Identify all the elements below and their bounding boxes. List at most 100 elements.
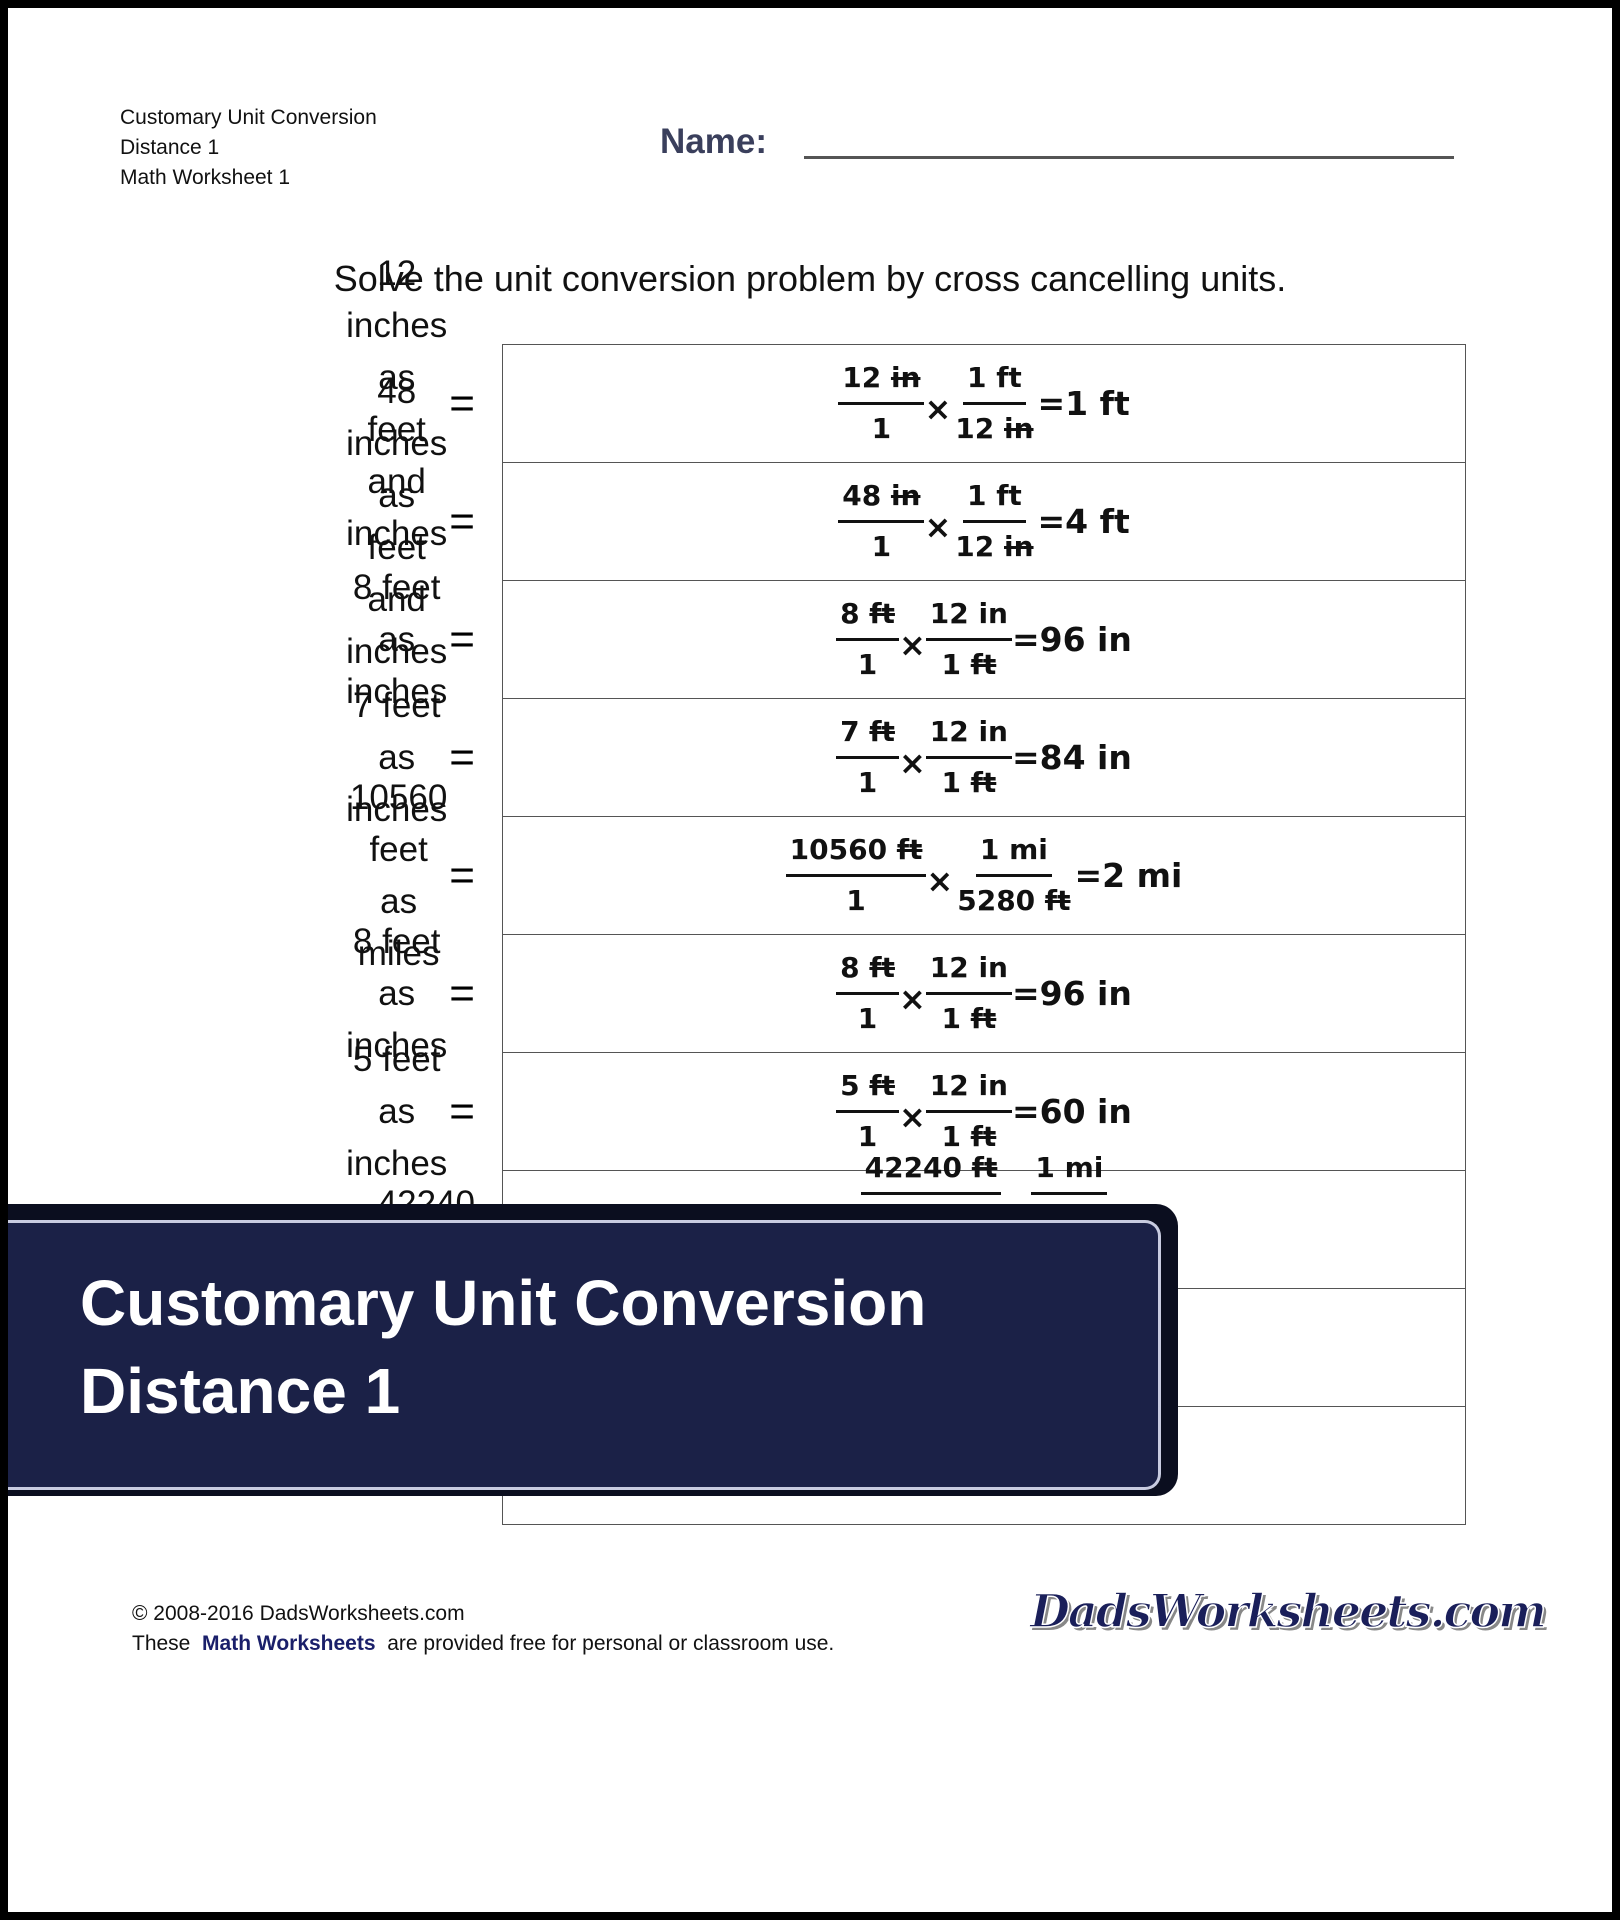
question-text: 8 feet as inches	[346, 916, 447, 1072]
fraction-term: 8 ft	[836, 590, 899, 641]
fraction-term: 1 ft	[941, 766, 997, 799]
fraction-term: 12 in	[925, 590, 1012, 641]
fraction-term: 1	[846, 884, 866, 917]
cancelled-unit: ft	[869, 951, 895, 984]
fraction-term: 1	[871, 530, 892, 563]
question: 5 feet as inches =	[346, 1040, 475, 1183]
banner-title: Distance 1	[80, 1355, 401, 1427]
fraction-term: 1 ft	[941, 648, 997, 681]
result: =60 in	[1012, 1092, 1132, 1131]
equals-sign: =	[449, 1086, 475, 1136]
question-text: 7 feet as inches	[346, 680, 447, 836]
fraction: 42240 ft	[860, 1144, 1002, 1243]
name-label: Name:	[660, 122, 767, 161]
fraction: 5 ft 1	[836, 1062, 899, 1161]
logo[interactable]: DadsWorksheets.com	[1029, 1583, 1547, 1639]
question-text: 48 inches as feet and inches	[346, 366, 447, 678]
fraction-term: 1 ft	[941, 1120, 997, 1153]
equals-sign: =	[449, 968, 475, 1018]
fraction-term: 48 in	[838, 472, 925, 523]
cancelled-unit: ft	[869, 597, 895, 630]
problem-table: 12 inches as feet and inches = 12 in 1 × 1 ft 1…	[346, 254, 1466, 1525]
fraction: 12 in 1 ft	[925, 1062, 1012, 1161]
cancelled-unit: in	[890, 361, 921, 394]
fraction-term: 5 ft	[836, 1062, 899, 1113]
result: =1 ft	[1037, 384, 1130, 423]
answer: 8 ft 1 × 12 in 1 ft =96 in	[503, 935, 1465, 1052]
question-line: 5 feet	[352, 1039, 441, 1079]
question-line: 7 feet	[352, 685, 441, 725]
banner-title: Customary Unit Conversion	[80, 1267, 927, 1339]
equals-sign: =	[449, 732, 475, 782]
problem-row: 5 feet as inches = 5 ft 1 × 12 in 1 ft =60 in	[346, 1040, 1466, 1183]
fraction: 1 ft 12 in	[951, 354, 1037, 453]
question: 10560 feet as miles =	[350, 778, 475, 973]
question-line: as miles	[357, 881, 440, 973]
header-line: Customary Unit Conversion	[120, 106, 377, 129]
fraction: 1 ft 12 in	[951, 472, 1037, 571]
header-line: Distance 1	[120, 136, 220, 159]
answer: 48 in 1 × 1 ft 12 in =4 ft	[503, 463, 1465, 580]
fraction-term: 10560 ft	[785, 826, 927, 877]
times-sign: ×	[926, 861, 954, 900]
fraction-term: 1	[857, 1120, 878, 1153]
fraction-term: 1 ft	[963, 354, 1026, 405]
fraction-term: 5280 ft	[957, 884, 1071, 917]
copyright: © 2008-2016 DadsWorksheets.com	[132, 1602, 465, 1625]
fraction: 10560 ft 1	[785, 826, 927, 925]
fraction: 8 ft 1	[836, 944, 899, 1043]
question-text: 12 inches as feet and inches	[346, 248, 447, 560]
times-sign: ×	[898, 625, 926, 664]
fraction: 12 in 1 ft	[925, 708, 1012, 807]
question-line: as feet and inches	[346, 475, 448, 671]
question-line: as inches	[346, 619, 448, 711]
result: =84 in	[1012, 738, 1132, 777]
cancelled-unit: in	[890, 479, 921, 512]
question-line: as inches	[346, 737, 448, 829]
times-sign: ×	[924, 507, 952, 546]
problem-row: 7 feet as inches = 7 ft 1 × 12 in 1 ft =84 in	[346, 686, 1466, 829]
equals-sign: =	[449, 850, 475, 900]
problem-row: 8 feet as inches = 8 ft 1 × 12 in 1 ft =96 in	[346, 922, 1466, 1065]
fraction-term: 12 in	[955, 412, 1034, 445]
answer: 42240 ft 1 mi	[503, 1135, 1465, 1252]
question-line: 10560 feet	[349, 777, 448, 869]
question-line: 8 feet	[352, 567, 441, 607]
cancelled-unit: in	[1004, 412, 1034, 445]
fraction: 1 mi	[1031, 1144, 1108, 1243]
equals-sign: =	[449, 496, 475, 546]
problem-row: 12 inches as feet and inches = 12 in 1 × 1 ft 1…	[346, 254, 1466, 553]
footer-text: These	[132, 1632, 191, 1655]
answer: 10560 ft 1 × 1 mi 5280 ft =2 mi	[503, 817, 1465, 934]
fraction-term: 12 in	[925, 944, 1012, 995]
times-sign: ×	[898, 1097, 926, 1136]
fraction-term: 8 ft	[836, 944, 899, 995]
answer: 8 ft 1 × 12 in 1 ft =96 in	[503, 581, 1465, 698]
cancelled-unit: ft	[1044, 884, 1071, 917]
result: =4 ft	[1037, 502, 1130, 541]
fraction-term: 12 in	[925, 1062, 1012, 1113]
cancelled-unit: ft	[970, 1002, 997, 1035]
question-text: 5 feet as inches	[346, 1034, 447, 1190]
cancelled-unit: ft	[971, 1151, 998, 1184]
fraction-term: 1	[857, 766, 878, 799]
question: 8 feet as inches =	[346, 922, 475, 1065]
footer-link[interactable]: Math Worksheets	[202, 1632, 376, 1655]
fraction: 12 in 1 ft	[925, 590, 1012, 689]
fraction-term: 12 in	[838, 354, 925, 405]
answer: 7 ft 1 × 12 in 1 ft =84 in	[503, 699, 1465, 816]
fraction: 7 ft 1	[836, 708, 899, 807]
equals-sign: =	[449, 614, 475, 664]
question: 8 feet as inches =	[346, 568, 475, 711]
problem-row: 8 feet as inches = 8 ft 1 × 12 in 1 ft =96 in	[346, 568, 1466, 711]
fraction-term: 1 mi	[975, 826, 1052, 877]
question-line: as feet and inches	[346, 357, 448, 553]
question-line: as inches	[346, 973, 448, 1065]
answer: 12 in 1 × 1 ft 12 in =1 ft	[503, 345, 1465, 462]
cancelled-unit: ft	[970, 1120, 997, 1153]
fraction-term: 7 ft	[836, 708, 899, 759]
fraction: 8 ft 1	[836, 590, 899, 689]
result: =2 mi	[1074, 856, 1183, 895]
question: 48 inches as feet and inches =	[346, 372, 475, 671]
